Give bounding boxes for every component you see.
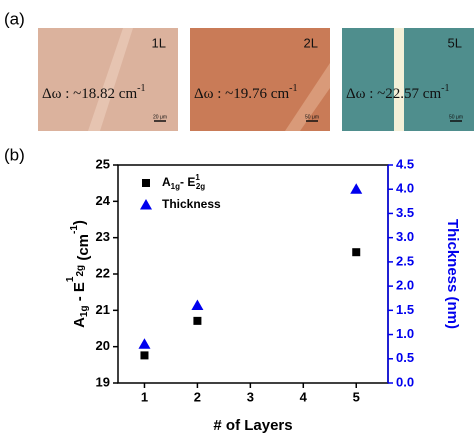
y-axis-label-part: 2g [75,265,86,277]
raman-shift-text: Δω : ~19.76 cm [194,86,289,102]
data-point [352,248,361,257]
micrograph: 5L Δω : ~22.57 cm-1 50 μm [342,28,474,131]
scale-label: 50 μm [305,114,319,120]
x-axis-label: # of Layers [213,417,292,434]
legend-marker [142,179,150,187]
y-tick-label: 21 [96,302,110,317]
x-tick-label: 4 [300,389,308,404]
y-axis-label-part: - E [71,282,88,305]
data-point [138,338,151,349]
y2-tick-label: 4.5 [396,156,414,171]
legend-marker [140,199,152,210]
y-axis-label-part: (cm [75,234,92,265]
data-point [193,316,202,325]
layer-label: 5L [448,35,462,50]
legend-label-part: 1g [171,182,180,191]
y-tick-label: 19 [96,374,110,389]
y2-tick-label: 2.0 [396,278,414,293]
y-tick-label: 25 [96,156,110,171]
scale-label: 50 μm [449,114,463,120]
x-tick-label: 3 [247,389,254,404]
data-point [191,299,204,310]
plot-frame [117,164,389,384]
y-tick-label: 20 [96,338,110,353]
y-axis-label-part: A [71,317,88,328]
scale-label: 20 μm [153,114,167,120]
raman-shift: Δω : ~19.76 cm-1 [194,83,297,102]
legend-label: Thickness [162,197,221,211]
y-axis-label-part: 1g [79,305,90,317]
panel-label: (b) [4,145,25,164]
flake-edge [88,28,133,131]
layer-label: 1L [152,35,166,50]
y-tick-label: 22 [96,265,110,280]
legend-label-part: 2g [196,182,205,191]
y2-tick-label: 3.0 [396,229,414,244]
x-tick-label: 2 [194,389,201,404]
raman-shift-sup: -1 [441,83,449,94]
legend-label-part: - E [180,175,195,189]
y-tick-label: 23 [96,229,110,244]
y-axis-label: A1g - E12g (cm-1) [65,220,92,328]
panel-label: (a) [4,9,25,28]
micrograph: 2L Δω : ~19.76 cm-1 50 μm [190,28,330,131]
raman-shift: Δω : ~18.82 cm-1 [42,83,145,102]
flake-strip [394,28,404,131]
y2-axis-label: Thickness (nm) [444,219,461,329]
raman-shift-sup: -1 [289,83,297,94]
raman-shift-text: Δω : ~22.57 cm [346,86,441,102]
layer-label: 2L [304,35,318,50]
legend-label: A1g- E1 2g [162,173,205,191]
y2-tick-label: 0.0 [396,374,414,389]
y2-tick-label: 1.5 [396,302,414,317]
y2-tick-label: 4.0 [396,181,414,196]
data-point [350,183,363,194]
legend-label-part: A [162,175,171,189]
y2-tick-label: 0.5 [396,350,414,365]
y2-tick-label: 1.0 [396,326,414,341]
data-point [140,351,149,360]
raman-shift: Δω : ~22.57 cm-1 [346,83,449,102]
raman-shift-sup: -1 [137,83,145,94]
y-axis-label-part: 1 [65,276,76,282]
y-axis-label-part: -1 [69,225,80,234]
legend-label-part: 1 [195,173,200,182]
x-tick-label: 5 [353,389,360,404]
y2-tick-label: 3.5 [396,205,414,220]
y-tick-label: 24 [96,193,111,208]
y-axis-label-part: ) [71,220,88,225]
image-background [342,28,474,131]
micrograph: 1L Δω : ~18.82 cm-1 20 μm [38,28,178,131]
x-tick-label: 1 [141,389,148,404]
raman-shift-text: Δω : ~18.82 cm [42,86,137,102]
y2-tick-label: 2.5 [396,253,414,268]
flake-edge [285,63,330,131]
